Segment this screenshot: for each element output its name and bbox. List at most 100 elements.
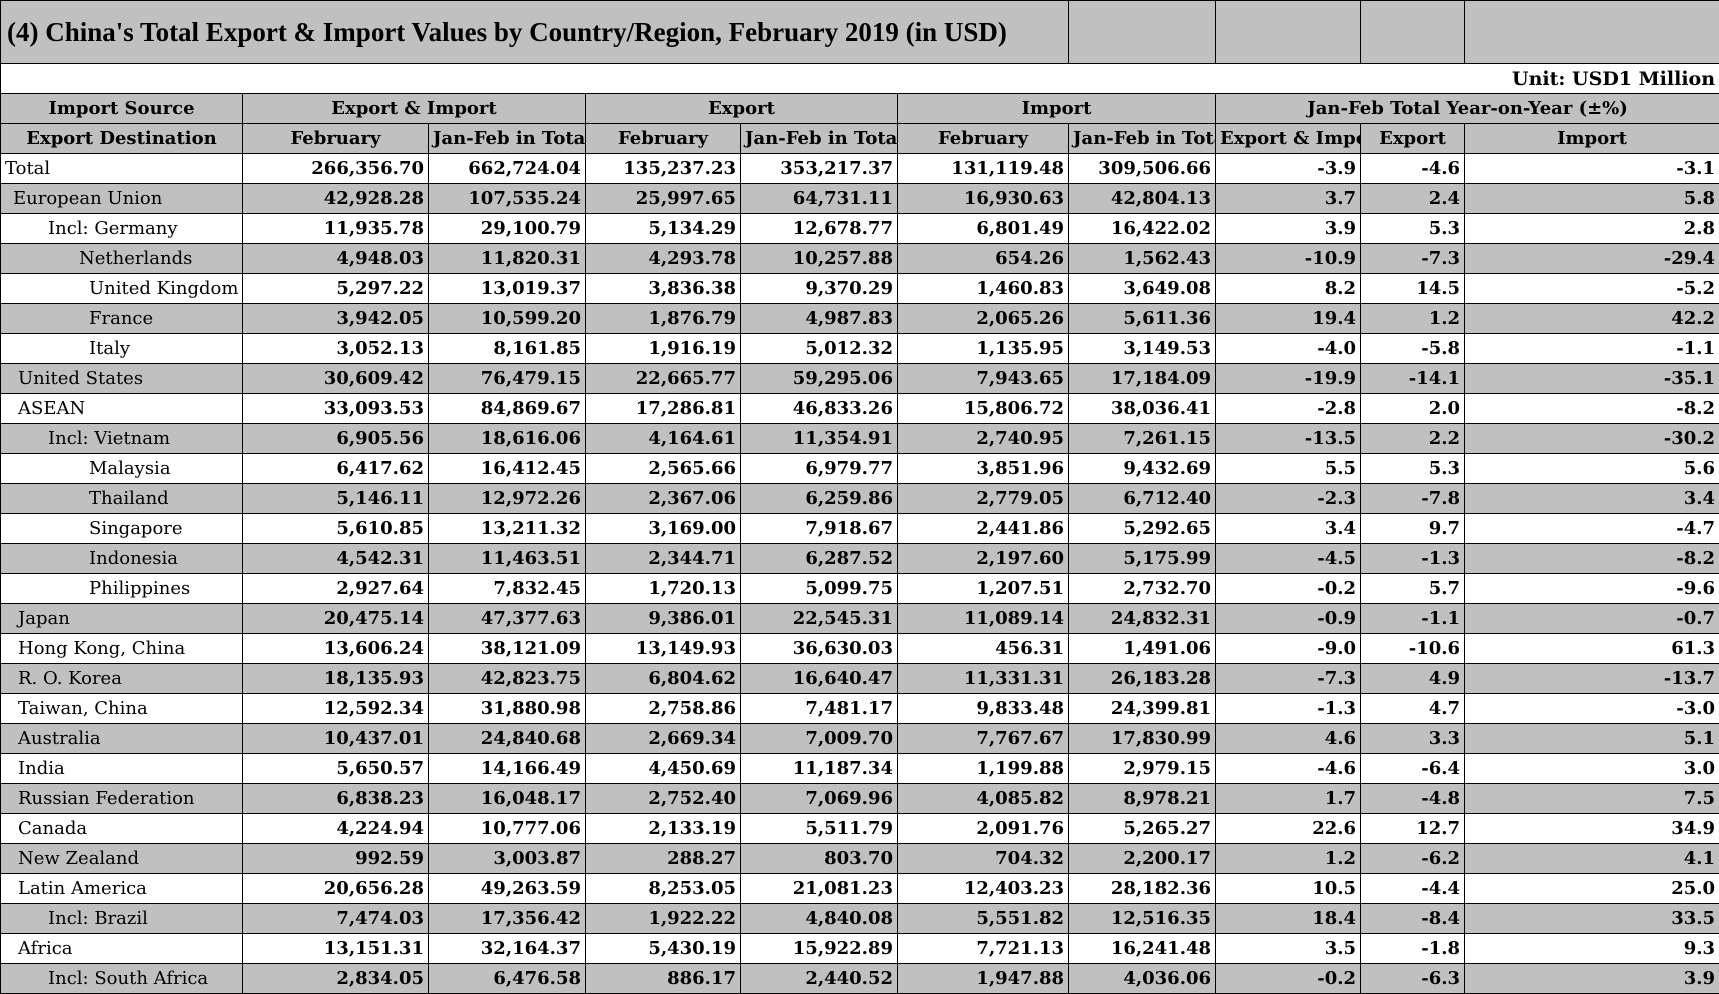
table-cell: 131,119.48 <box>896 153 1070 184</box>
table-cell: 17,286.81 <box>585 393 741 424</box>
table-row: Taiwan, China 12,592.34 31,880.98 2,758.86 7… <box>0 693 1719 724</box>
row-label: Africa <box>0 933 243 964</box>
table-cell: -7.8 <box>1360 483 1466 514</box>
table-cell: 1,135.95 <box>896 333 1070 364</box>
table-cell: 9,370.29 <box>740 273 898 304</box>
table-row: Australia 10,437.01 24,840.68 2,669.34 7,009… <box>0 723 1719 754</box>
table-cell: 18,135.93 <box>242 663 429 694</box>
table-body: Total 266,356.70 662,724.04 135,237.23 353,2… <box>0 153 1719 994</box>
table-cell: 2,197.60 <box>896 543 1070 574</box>
table-row: Russian Federation 6,838.23 16,048.17 2,752… <box>0 783 1719 814</box>
table-cell: 2.8 <box>1464 213 1719 244</box>
table-cell: 4,224.94 <box>242 813 429 844</box>
table-cell: 38,121.09 <box>428 633 586 664</box>
table-cell: 5,610.85 <box>242 513 429 544</box>
table-cell: 4.6 <box>1215 723 1362 754</box>
unit-row: Unit: USD1 Million <box>0 63 1719 94</box>
table-cell: 4,948.03 <box>242 243 429 274</box>
table-cell: 11,463.51 <box>428 543 586 574</box>
table-cell: -1.8 <box>1360 933 1466 964</box>
table-cell: 1,922.22 <box>585 903 741 934</box>
table-cell: 5.1 <box>1464 723 1719 754</box>
table-cell: 5.3 <box>1360 213 1466 244</box>
table-cell: 12.7 <box>1360 813 1466 844</box>
table-cell: -6.2 <box>1360 843 1466 874</box>
table-cell: 24,832.31 <box>1068 603 1217 634</box>
table-row: Philippines 2,927.64 7,832.45 1,720.13 5,099… <box>0 573 1719 604</box>
table-cell: 3.4 <box>1215 513 1362 544</box>
table-cell: 5.3 <box>1360 453 1466 484</box>
table-cell: -1.3 <box>1215 693 1362 724</box>
table-cell: -2.8 <box>1215 393 1362 424</box>
table-cell: 107,535.24 <box>428 183 586 214</box>
table-cell: 2,200.17 <box>1068 843 1217 874</box>
table-cell: 84,869.67 <box>428 393 586 424</box>
table-cell: 22,545.31 <box>740 603 898 634</box>
row-label: Japan <box>0 603 243 634</box>
table-cell: 4.9 <box>1360 663 1466 694</box>
table-cell: 18,616.06 <box>428 423 586 454</box>
table-cell: 2,752.40 <box>585 783 741 814</box>
row-label: European Union <box>0 183 243 214</box>
table-cell: 7,721.13 <box>896 933 1070 964</box>
table-cell: -9.6 <box>1464 573 1719 604</box>
table-cell: 4,293.78 <box>585 243 741 274</box>
table-row: Canada 4,224.94 10,777.06 2,133.19 5,511.79 2… <box>0 813 1719 844</box>
table-cell: 10.5 <box>1215 873 1362 904</box>
table-cell: 64,731.11 <box>740 183 898 214</box>
header-import-source: Import Source <box>0 93 243 124</box>
column-header: Export Destination <box>0 123 243 154</box>
table-cell: 2,779.05 <box>896 483 1070 514</box>
table-cell: 5,146.11 <box>242 483 429 514</box>
table-cell: 6,905.56 <box>242 423 429 454</box>
table-cell: 3.4 <box>1464 483 1719 514</box>
row-label: Netherlands <box>0 243 243 274</box>
table-cell: 3.5 <box>1215 933 1362 964</box>
table-cell: -4.6 <box>1360 153 1466 184</box>
row-label: Latin America <box>0 873 243 904</box>
table-cell: 24,840.68 <box>428 723 586 754</box>
table-cell: 6,287.52 <box>740 543 898 574</box>
table-cell: 266,356.70 <box>242 153 429 184</box>
table-cell: 3.9 <box>1464 963 1719 994</box>
table-row: Netherlands 4,948.03 11,820.31 4,293.78 10,2… <box>0 243 1719 274</box>
row-label: Indonesia <box>0 543 243 574</box>
table-cell: 13,149.93 <box>585 633 741 664</box>
table-cell: 3,149.53 <box>1068 333 1217 364</box>
table-row: France 3,942.05 10,599.20 1,876.79 4,987.83 2… <box>0 303 1719 334</box>
table-cell: 4,085.82 <box>896 783 1070 814</box>
table-cell: 4,164.61 <box>585 423 741 454</box>
table-cell: 3,851.96 <box>896 453 1070 484</box>
table-cell: 49,263.59 <box>428 873 586 904</box>
table-row: India 5,650.57 14,166.49 4,450.69 11,187.34 1… <box>0 753 1719 784</box>
table-cell: 2,065.26 <box>896 303 1070 334</box>
table-cell: 4,542.31 <box>242 543 429 574</box>
table-cell: 8.2 <box>1215 273 1362 304</box>
table-cell: -19.9 <box>1215 363 1362 394</box>
table-cell: -1.3 <box>1360 543 1466 574</box>
table-cell: 47,377.63 <box>428 603 586 634</box>
table-cell: 3,169.00 <box>585 513 741 544</box>
table-cell: 2,979.15 <box>1068 753 1217 784</box>
table-cell: 4,036.06 <box>1068 963 1217 994</box>
table-cell: 3,649.08 <box>1068 273 1217 304</box>
table-cell: 662,724.04 <box>428 153 586 184</box>
table-cell: 7.5 <box>1464 783 1719 814</box>
row-label: Italy <box>0 333 243 364</box>
table-cell: 5,430.19 <box>585 933 741 964</box>
table-cell: 10,437.01 <box>242 723 429 754</box>
table-cell: 16,412.45 <box>428 453 586 484</box>
table-cell: 1.2 <box>1360 303 1466 334</box>
table-row: United Kingdom 5,297.22 13,019.37 3,836.38 9… <box>0 273 1719 304</box>
table-cell: 61.3 <box>1464 633 1719 664</box>
table-row: Total 266,356.70 662,724.04 135,237.23 353,2… <box>0 153 1719 184</box>
table-cell: 1,720.13 <box>585 573 741 604</box>
table-cell: 7,261.15 <box>1068 423 1217 454</box>
table-cell: -6.3 <box>1360 963 1466 994</box>
table-cell: 7,943.65 <box>896 363 1070 394</box>
table-cell: 12,516.35 <box>1068 903 1217 934</box>
row-label: New Zealand <box>0 843 243 874</box>
table-cell: 3.7 <box>1215 183 1362 214</box>
table-cell: 31,880.98 <box>428 693 586 724</box>
